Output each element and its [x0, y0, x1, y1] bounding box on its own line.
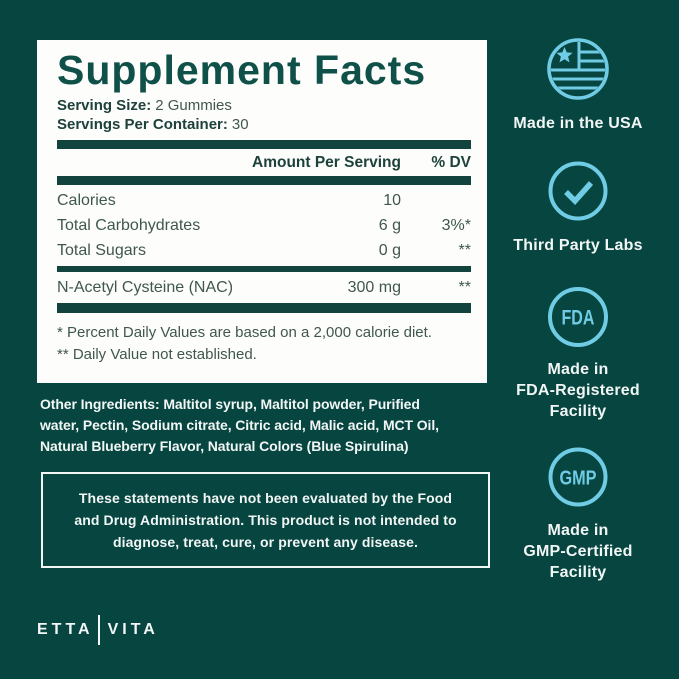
- badge-made-in-usa: Made in the USA: [488, 37, 668, 134]
- divider-bar: [57, 303, 471, 313]
- brand-logo: ETTA VITA: [37, 613, 159, 647]
- nutrient-name: Calories: [57, 192, 116, 209]
- badge-caption: Made in GMP-Certified Facility: [523, 522, 633, 581]
- other-ingredients-text: Other Ingredients: Maltitol syrup, Malti…: [40, 396, 439, 454]
- nutrient-rows: Calories 10 Total Carbohydrates 6 g 3%* …: [57, 188, 471, 263]
- disclaimer-box: These statements have not been evaluated…: [41, 472, 490, 568]
- nutrient-row-nac: N-Acetyl Cysteine (NAC) 300 mg **: [57, 272, 471, 300]
- fda-icon: FDA: [547, 286, 609, 353]
- footnotes: * Percent Daily Values are based on a 2,…: [57, 322, 471, 366]
- nutrient-amount: 0 g: [378, 242, 401, 259]
- divider-bar: [57, 140, 471, 149]
- nutrient-name: Total Carbohydrates: [57, 217, 201, 234]
- badge-third-party-labs: Third Party Labs: [488, 161, 668, 256]
- logo-divider: [97, 615, 100, 645]
- logo-etta: ETTA: [37, 621, 94, 638]
- footnote-percent-dv: * Percent Daily Values are based on a 2,…: [57, 324, 432, 341]
- serving-size-row: Serving Size: 2 Gummies: [57, 96, 471, 115]
- nutrient-name: Total Sugars: [57, 242, 146, 259]
- checkmark-icon: [548, 161, 608, 226]
- fda-icon-label: FDA: [562, 307, 595, 330]
- amount-per-serving-header: Amount Per Serving: [252, 154, 401, 171]
- nutrient-name: N-Acetyl Cysteine (NAC): [57, 279, 234, 296]
- column-header-row: Amount Per Serving % DV: [57, 149, 471, 176]
- usa-flag-icon: [546, 37, 610, 106]
- nutrient-dv: **: [458, 242, 471, 259]
- badge-caption: Made in FDA-Registered Facility: [516, 361, 640, 420]
- serving-size-label: Serving Size:: [57, 97, 152, 114]
- gmp-icon: GMP: [548, 447, 608, 512]
- nutrient-amount: 6 g: [378, 217, 401, 234]
- disclaimer-text: These statements have not been evaluated…: [74, 490, 457, 550]
- servings-per-container-value: 30: [231, 116, 249, 133]
- divider-bar: [57, 176, 471, 185]
- badge-gmp-certified: GMP Made in GMP-Certified Facility: [488, 447, 668, 583]
- logo-vita: VITA: [107, 621, 159, 638]
- nutrient-dv: 3%*: [441, 217, 471, 234]
- nutrient-row-total-carbohydrates: Total Carbohydrates 6 g 3%*: [57, 213, 471, 238]
- nutrient-row-calories: Calories 10: [57, 188, 471, 213]
- nutrient-row-total-sugars: Total Sugars 0 g **: [57, 238, 471, 263]
- supplement-facts-panel: Supplement Facts Serving Size: 2 Gummies …: [37, 40, 487, 383]
- serving-size-value: 2 Gummies: [155, 97, 232, 114]
- footnote-dv-not-established: ** Daily Value not established.: [57, 346, 257, 363]
- badge-caption: Third Party Labs: [513, 237, 643, 254]
- nutrient-dv: **: [458, 279, 471, 296]
- nutrient-amount: 300 mg: [347, 279, 401, 296]
- servings-per-container-row: Servings Per Container: 30: [57, 115, 471, 134]
- nutrient-amount: 10: [383, 192, 401, 209]
- gmp-icon-label: GMP: [560, 468, 597, 490]
- servings-per-container-label: Servings Per Container:: [57, 116, 228, 133]
- badge-caption: Made in the USA: [513, 115, 643, 132]
- supplement-facts-title: Supplement Facts: [57, 47, 427, 93]
- divider-bar: [57, 266, 471, 272]
- percent-dv-header: % DV: [431, 154, 471, 171]
- badge-fda-registered: FDA Made in FDA-Registered Facility: [488, 286, 668, 422]
